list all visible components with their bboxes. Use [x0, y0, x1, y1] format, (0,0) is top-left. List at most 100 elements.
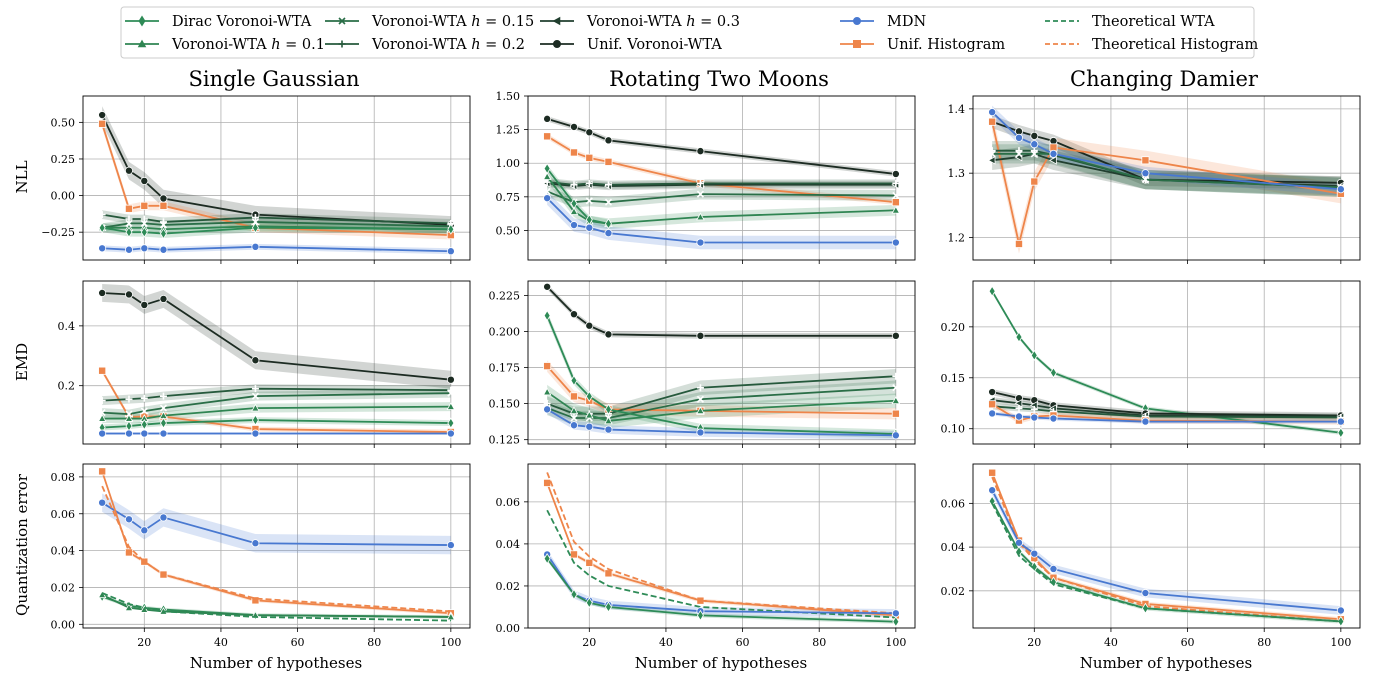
data-point-mdn	[696, 428, 705, 437]
data-point-dirac-voronoi-wta	[447, 417, 455, 429]
series-line-unif-histogram	[546, 482, 896, 617]
data-point-unif-voronoi-wta	[1030, 131, 1039, 140]
x-tick-label: 20	[137, 636, 151, 649]
confidence-band-unif-histogram	[992, 112, 1341, 254]
data-point-dirac-voronoi-wta	[570, 588, 578, 600]
data-point-mdn	[251, 429, 260, 438]
data-point-mdn	[98, 498, 107, 507]
y-ticks: 0.02 0.04 0.06	[941, 497, 973, 598]
axes-frame	[527, 95, 916, 261]
data-point-unif-voronoi-wta	[604, 136, 613, 145]
series-group	[987, 105, 1345, 254]
series-line-dirac-voronoi-wta	[546, 315, 896, 435]
data-point-dirac-voronoi-wta	[125, 226, 133, 238]
series-group	[97, 467, 456, 623]
data-point-voronoi-wta-h-0-15	[604, 198, 613, 206]
series-line-theoretical-wta	[101, 592, 451, 622]
data-point-unif-histogram	[988, 400, 997, 409]
data-point-mdn	[988, 409, 997, 418]
data-point-mdn	[124, 429, 133, 438]
legend-entry-theoretical-histogram: Theoretical Histogram	[1045, 37, 1258, 53]
data-point-voronoi-wta-h-0-15	[696, 395, 704, 403]
legend-label: MDN	[887, 14, 926, 30]
data-point-dirac-voronoi-wta	[1049, 367, 1057, 379]
confidence-band-unif-histogram	[102, 368, 451, 435]
y-tick-label: 0.15	[941, 372, 966, 385]
data-point-mdn	[569, 221, 578, 230]
data-point-voronoi-wta-h-0-2	[251, 214, 259, 222]
series-group	[97, 283, 456, 438]
y-tick-label: 0.50	[496, 224, 521, 237]
series-line-theoretical-histogram	[546, 472, 896, 615]
data-point-voronoi-wta-h-0-15	[988, 150, 996, 158]
data-point-dirac-voronoi-wta	[251, 414, 259, 426]
legend-entry-voronoi-wta-h-0-1: Voronoi-WTA h = 0.1	[125, 37, 325, 53]
y-tick-label: 0.02	[51, 581, 76, 594]
data-point-unif-voronoi-wta	[98, 111, 107, 120]
data-point-voronoi-wta-h-0-2	[140, 215, 148, 223]
x-tick-label: 80	[812, 636, 826, 649]
data-point-voronoi-wta-h-0-15	[585, 197, 593, 205]
x-ticks	[588, 260, 897, 264]
row-labels: NLL EMD Quantization error	[13, 160, 31, 616]
confidence-band-unif-voronoi-wta	[102, 283, 451, 389]
data-point-mdn	[585, 422, 594, 431]
legend-entry-unif-histogram: Unif. Histogram	[840, 37, 1005, 53]
panel-r2-c0: 0.00 0.02 0.04 0.06 0.08 20 40 60 80 100	[51, 463, 471, 649]
y-tick-label: 1.50	[496, 90, 521, 103]
series-line-voronoi-wta-h-0-15	[102, 221, 451, 229]
x-axis-labels: Number of hypotheses Number of hypothese…	[190, 654, 1252, 672]
panel-r1-c2: 0.10 0.15 0.20	[941, 280, 1361, 448]
series-line-unif-voronoi-wta	[991, 391, 1341, 417]
x-axis-label-col2: Number of hypotheses	[1080, 654, 1252, 672]
data-point-voronoi-wta-h-0-1	[604, 416, 613, 425]
data-point-mdn	[1336, 185, 1345, 194]
y-tick-label: 0.2	[58, 380, 76, 393]
data-point-mdn	[604, 425, 613, 434]
axes-frame	[527, 463, 916, 629]
y-tick-label: 0.04	[941, 541, 966, 554]
x-tick-label: 60	[736, 636, 750, 649]
y-ticks: 0.50 0.75 1.00 1.25 1.50	[496, 90, 528, 237]
x-tick-label: 100	[1330, 636, 1351, 649]
legend-marker	[553, 40, 562, 49]
axes-frame	[527, 280, 916, 445]
data-point-voronoi-wta-h-0-2	[696, 179, 704, 187]
legend-label: Dirac Voronoi-WTA	[172, 14, 312, 30]
legend-label: Voronoi-WTA h = 0.3	[586, 14, 740, 30]
series-line-dirac-voronoi-wta	[546, 558, 896, 623]
data-point-mdn	[1014, 133, 1023, 142]
series-line-theoretical-histogram	[101, 485, 451, 613]
confidence-band-voronoi-wta-h-0-15	[102, 388, 451, 419]
data-point-dirac-voronoi-wta	[1337, 427, 1345, 439]
grid	[973, 96, 1360, 260]
data-point-mdn	[1049, 564, 1058, 573]
x-axis-label-col1: Number of hypotheses	[635, 654, 807, 672]
series-line-unif-histogram	[546, 135, 896, 204]
data-point-unif-voronoi-wta	[140, 300, 149, 309]
x-ticks: 20 40 60 80 100	[137, 628, 461, 649]
data-point-voronoi-wta-h-0-15	[159, 404, 168, 412]
x-tick-label: 80	[367, 636, 381, 649]
panel-r0-c2: 1.2 1.3 1.4	[948, 95, 1361, 264]
series-line-unif-histogram	[546, 365, 896, 415]
y-tick-label: 0.00	[51, 618, 76, 631]
series-group	[542, 114, 901, 250]
column-title-single-gaussian: Single Gaussian	[188, 67, 359, 91]
x-tick-label: 20	[582, 636, 596, 649]
data-point-mdn	[569, 421, 578, 430]
legend-label: Voronoi-WTA h = 0.1	[171, 37, 325, 53]
legend-frame	[120, 6, 1255, 59]
data-point-mdn	[988, 108, 997, 117]
data-point-mdn	[98, 244, 107, 253]
row-label-nll: NLL	[13, 160, 31, 193]
series-line-voronoi-wta-h-0-2	[546, 375, 896, 415]
data-point-mdn	[1141, 169, 1150, 178]
data-point-voronoi-wta-h-0-2	[125, 395, 133, 403]
x-ticks	[1033, 260, 1342, 264]
series-line-dirac-voronoi-wta	[102, 419, 451, 429]
row-label-emd: EMD	[13, 343, 31, 381]
data-point-unif-histogram	[1141, 156, 1150, 165]
series-line-voronoi-wta-h-0-15	[102, 392, 451, 415]
y-ticks: 0.10 0.15 0.20	[941, 321, 973, 436]
